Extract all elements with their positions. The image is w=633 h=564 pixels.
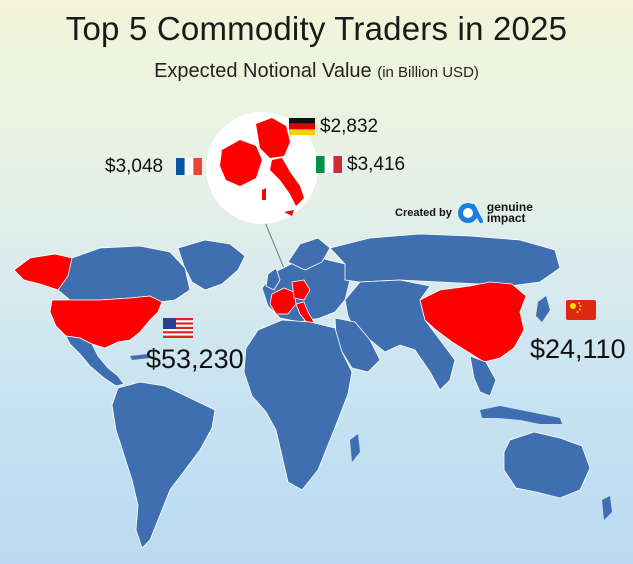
land-japan xyxy=(536,296,550,322)
land-indonesia xyxy=(480,406,562,424)
land-italy xyxy=(295,301,315,325)
credit-block: Created by genuine impact xyxy=(395,200,533,225)
germany-flag-icon xyxy=(289,118,315,135)
us-flag-icon xyxy=(163,318,193,338)
italy-value-label: $3,416 xyxy=(347,154,406,175)
brand-name: genuine impact xyxy=(486,200,533,225)
land-caribbean xyxy=(130,354,150,360)
brand-line-1: genuine xyxy=(486,200,533,214)
land-southeast-asia xyxy=(469,355,497,397)
land-germany xyxy=(291,279,311,301)
land-africa xyxy=(243,319,353,491)
italy-flag-icon xyxy=(316,156,342,173)
inset-italy xyxy=(270,158,304,206)
europe-inset-circle xyxy=(206,112,318,224)
page-subtitle: Expected Notional Value (in Billion USD) xyxy=(0,60,633,83)
france-flag-icon xyxy=(176,158,202,175)
land-usa xyxy=(49,295,163,349)
land-mexico xyxy=(65,335,125,387)
germany-value-label: $2,832 xyxy=(320,116,379,137)
inset-sardinia xyxy=(262,188,266,200)
china-value-label: $24,110 xyxy=(530,334,626,364)
land-uk xyxy=(265,267,281,291)
china-flag-icon xyxy=(566,300,596,320)
land-russia xyxy=(329,233,561,287)
subtitle-main: Expected Notional Value xyxy=(154,60,372,82)
land-china xyxy=(419,281,527,363)
genuine-impact-logo-icon xyxy=(457,203,483,223)
usa-value-label: $53,230 xyxy=(146,344,244,374)
inset-germany xyxy=(256,118,290,158)
land-greenland xyxy=(177,239,246,291)
inset-france xyxy=(220,140,262,186)
page-title: Top 5 Commodity Traders in 2025 xyxy=(65,10,568,47)
brand-line-2: impact xyxy=(486,211,526,225)
land-canada xyxy=(57,245,191,303)
inset-sicily xyxy=(284,210,294,216)
land-south-america xyxy=(111,381,216,549)
land-australia xyxy=(503,431,591,499)
credit-prefix: Created by xyxy=(395,207,452,219)
land-alaska xyxy=(13,253,73,291)
subtitle-unit: (in Billion USD) xyxy=(377,64,479,81)
france-value-label: $3,048 xyxy=(105,156,164,177)
land-france xyxy=(269,287,297,315)
land-new-zealand xyxy=(602,496,612,520)
land-madagascar xyxy=(350,434,360,462)
